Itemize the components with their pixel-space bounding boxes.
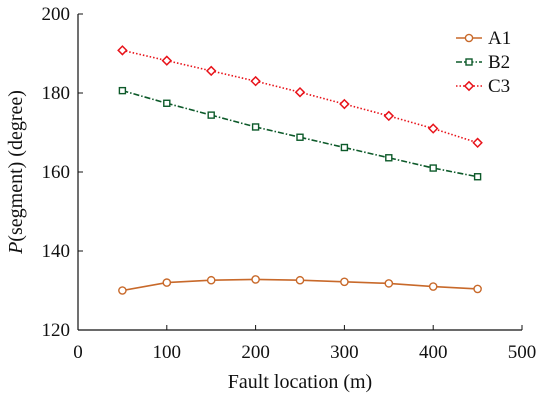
data-point-C3	[427, 123, 439, 134]
x-tick-label: 0	[73, 342, 83, 363]
y-tick-label: 200	[42, 4, 71, 25]
data-point-A1	[118, 286, 127, 295]
y-tick-label: 160	[42, 162, 71, 183]
data-point-B2	[207, 111, 215, 119]
data-point-B2	[296, 133, 304, 141]
y-axis-title: P(segment) (degree)	[5, 90, 27, 255]
legend: A1 B2 C3	[456, 28, 511, 97]
data-point-A1	[340, 277, 349, 287]
legend-item-A1: A1	[456, 28, 511, 49]
data-point-B2	[385, 154, 393, 162]
data-point-C3	[339, 98, 350, 110]
series-A1	[118, 275, 482, 295]
data-point-C3	[117, 45, 128, 56]
legend-label: A1	[488, 28, 511, 49]
data-point-C3	[472, 137, 483, 149]
x-tick-label: 100	[153, 342, 182, 363]
data-point-B2	[163, 99, 171, 107]
data-point-B2	[473, 173, 482, 181]
x-tick-label: 500	[508, 342, 537, 363]
x-axis-title: Fault location (m)	[228, 371, 372, 393]
data-point-C3	[205, 65, 217, 77]
y-axis: 120 140 160 180 200	[42, 4, 83, 341]
data-point-A1	[295, 275, 305, 285]
legend-item-B2: B2	[456, 52, 510, 73]
series-layer	[117, 45, 483, 295]
data-point-B2	[118, 86, 127, 95]
data-point-C3	[383, 110, 395, 122]
series-C3	[117, 45, 483, 149]
data-point-A1	[206, 275, 216, 285]
legend-marker	[465, 58, 473, 66]
series-B2	[118, 86, 482, 181]
y-tick-label: 180	[42, 83, 71, 104]
data-point-C3	[294, 86, 306, 98]
data-point-A1	[251, 275, 260, 284]
x-tick-label: 300	[330, 342, 359, 363]
legend-label: B2	[488, 52, 510, 73]
data-point-B2	[429, 164, 437, 172]
y-axis-title-rest: (segment) (degree)	[5, 90, 27, 242]
x-axis: 0 100 200 300 400 500	[73, 325, 536, 363]
y-tick-label: 120	[42, 320, 71, 341]
legend-label: C3	[488, 76, 510, 97]
data-point-C3	[250, 75, 261, 87]
data-point-A1	[428, 282, 438, 291]
legend-marker	[464, 33, 474, 43]
x-tick-label: 400	[419, 342, 448, 363]
data-point-A1	[384, 279, 394, 288]
data-point-A1	[473, 284, 482, 294]
x-tick-label: 200	[241, 342, 270, 363]
data-point-A1	[162, 278, 172, 287]
data-point-B2	[340, 143, 349, 152]
legend-marker	[463, 80, 475, 92]
series-line-B2	[122, 89, 478, 178]
data-point-C3	[161, 55, 173, 66]
data-point-B2	[251, 123, 260, 131]
y-tick-label: 140	[42, 241, 71, 262]
y-axis-title-italic: P	[5, 242, 27, 255]
legend-item-C3: C3	[456, 76, 510, 97]
